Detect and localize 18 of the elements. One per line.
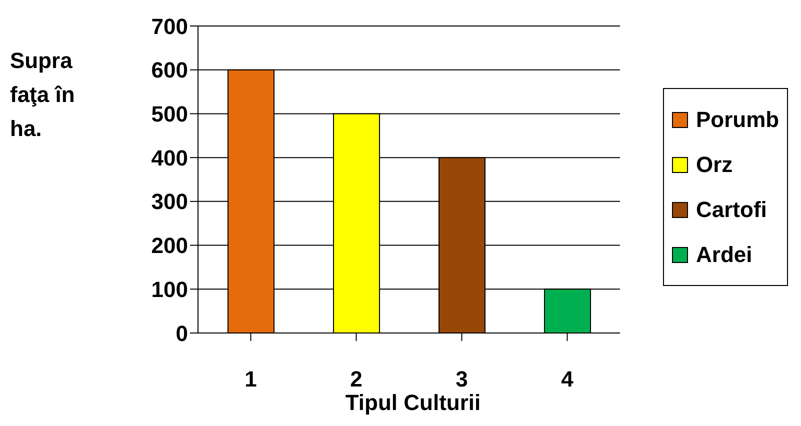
y-tick-label: 300 <box>151 189 188 214</box>
y-tick-label: 400 <box>151 145 188 170</box>
legend-label: Porumb <box>696 106 780 132</box>
x-tick-label: 2 <box>350 366 362 392</box>
y-tick-label: 100 <box>151 276 188 302</box>
x-tick-label: 3 <box>456 366 468 392</box>
x-axis-title: Tipul Culturii <box>344 390 482 416</box>
y-tick-label: 0 <box>176 320 188 346</box>
legend-label: Ardei <box>696 242 752 268</box>
legend-label: Cartofi <box>696 196 767 222</box>
y-tick-label: 500 <box>151 102 188 127</box>
y-tick-label: 600 <box>151 58 188 83</box>
legend-label: Orz <box>696 152 733 178</box>
x-tick-label: 1 <box>244 366 257 392</box>
y-tick-label: 700 <box>151 14 188 39</box>
x-tick-label: 4 <box>561 366 574 392</box>
y-axis-title: Supra faţa în ha. <box>10 47 76 143</box>
y-tick-label: 200 <box>151 233 188 258</box>
